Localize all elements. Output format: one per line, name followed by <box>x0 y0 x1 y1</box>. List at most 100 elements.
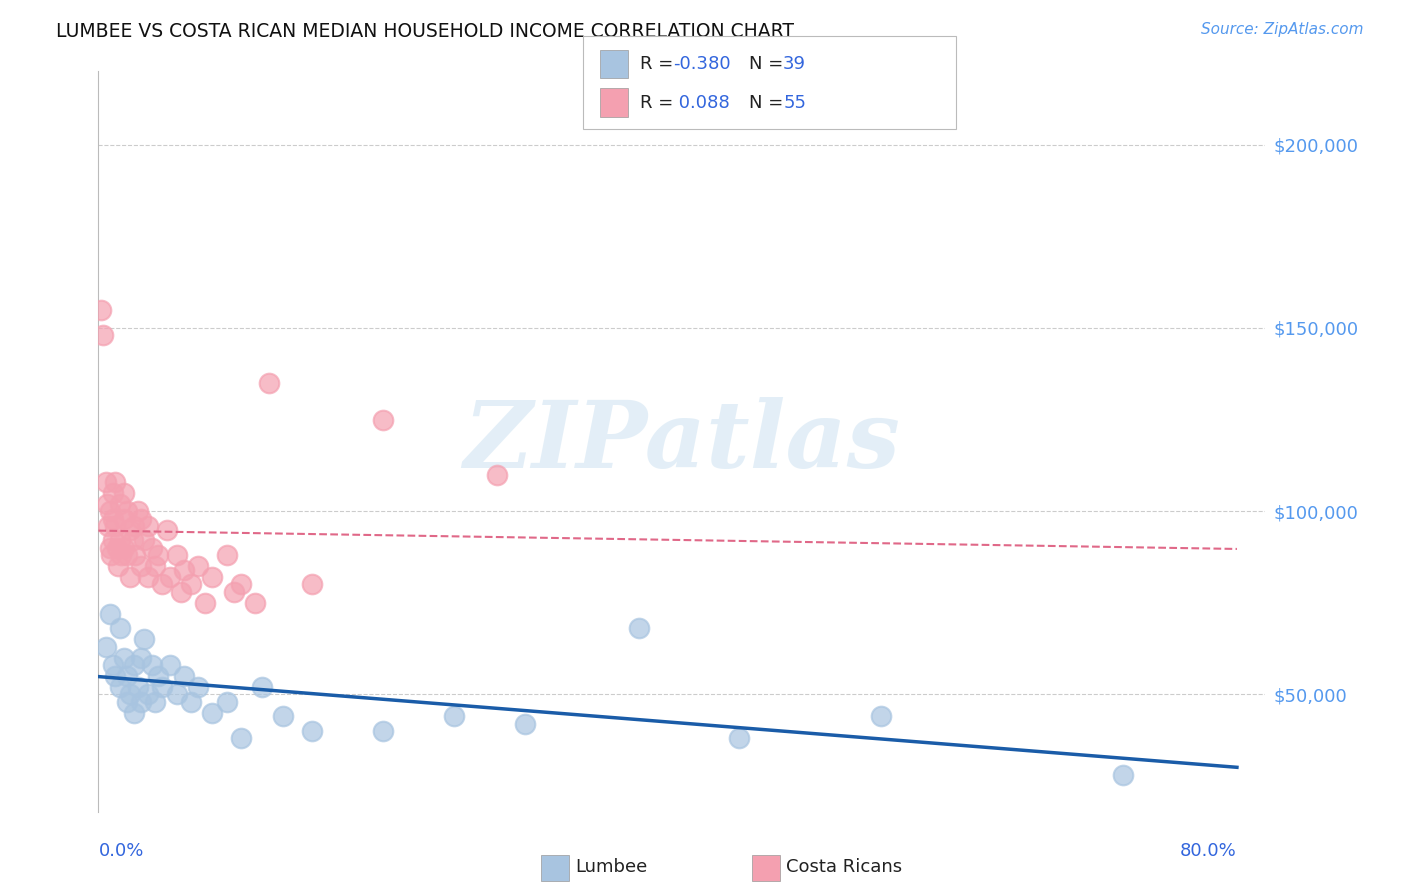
Point <box>1112 768 1135 782</box>
Point <box>127 504 149 518</box>
Point <box>132 533 155 548</box>
Point <box>108 533 131 548</box>
Point <box>132 632 155 647</box>
Text: 55: 55 <box>783 94 806 112</box>
Point <box>148 548 170 562</box>
Point <box>201 570 224 584</box>
Text: R =: R = <box>640 55 679 73</box>
Point <box>870 709 893 723</box>
Point <box>129 511 152 525</box>
Point <box>159 658 181 673</box>
Point <box>250 680 273 694</box>
Point <box>141 658 163 673</box>
Text: 0.088: 0.088 <box>673 94 730 112</box>
Point <box>156 523 179 537</box>
Point <box>112 541 135 555</box>
Text: 0.0%: 0.0% <box>98 842 143 860</box>
Point <box>107 559 129 574</box>
Point <box>122 658 145 673</box>
Point <box>143 695 166 709</box>
Point <box>122 706 145 720</box>
Text: ZIPatlas: ZIPatlas <box>464 397 900 486</box>
Point <box>118 523 141 537</box>
Text: N =: N = <box>749 94 789 112</box>
Point <box>101 486 124 500</box>
Point <box>273 709 295 723</box>
Point <box>98 541 121 555</box>
Point <box>101 533 124 548</box>
Text: 39: 39 <box>783 55 806 73</box>
Point <box>104 475 127 489</box>
Point <box>97 519 120 533</box>
Point <box>124 548 146 562</box>
Text: Lumbee: Lumbee <box>575 858 647 876</box>
Point <box>94 640 117 654</box>
Point <box>166 548 188 562</box>
Point <box>101 658 124 673</box>
Point <box>127 680 149 694</box>
Point <box>170 584 193 599</box>
Point <box>90 302 112 317</box>
Text: R =: R = <box>640 94 679 112</box>
Point <box>112 511 135 525</box>
Point <box>118 688 141 702</box>
Text: -0.380: -0.380 <box>673 55 731 73</box>
Point <box>115 548 138 562</box>
Point <box>98 504 121 518</box>
Point <box>243 596 266 610</box>
Point <box>301 577 323 591</box>
Point <box>180 695 202 709</box>
Point <box>121 533 143 548</box>
Point <box>485 467 508 482</box>
Point <box>301 724 323 739</box>
Point <box>152 680 174 694</box>
Point <box>257 376 280 390</box>
Point <box>101 511 124 525</box>
Point <box>115 695 138 709</box>
Point <box>371 724 394 739</box>
Point <box>215 695 238 709</box>
Point <box>122 519 145 533</box>
Point <box>371 412 394 426</box>
Point <box>628 622 651 636</box>
Point <box>194 596 217 610</box>
Point <box>201 706 224 720</box>
Text: N =: N = <box>749 55 789 73</box>
Point <box>104 669 127 683</box>
Text: LUMBEE VS COSTA RICAN MEDIAN HOUSEHOLD INCOME CORRELATION CHART: LUMBEE VS COSTA RICAN MEDIAN HOUSEHOLD I… <box>56 22 794 41</box>
Point <box>110 548 132 562</box>
Point <box>108 680 131 694</box>
Point <box>108 497 131 511</box>
Point <box>91 328 114 343</box>
Point <box>187 680 209 694</box>
Text: Source: ZipAtlas.com: Source: ZipAtlas.com <box>1201 22 1364 37</box>
Point <box>515 716 537 731</box>
Point <box>166 688 188 702</box>
Point <box>96 497 118 511</box>
Point <box>100 548 122 562</box>
Point <box>173 669 195 683</box>
Text: 80.0%: 80.0% <box>1180 842 1237 860</box>
Point <box>112 486 135 500</box>
Point <box>229 731 252 746</box>
Point <box>215 548 238 562</box>
Point <box>143 559 166 574</box>
Point <box>104 519 127 533</box>
Point <box>115 504 138 518</box>
Point <box>118 570 141 584</box>
Point <box>187 559 209 574</box>
Point <box>229 577 252 591</box>
Point <box>98 607 121 621</box>
Point <box>115 669 138 683</box>
Point <box>727 731 749 746</box>
Text: Costa Ricans: Costa Ricans <box>786 858 903 876</box>
Point <box>105 541 128 555</box>
Point <box>129 559 152 574</box>
Point <box>136 570 159 584</box>
Point <box>141 541 163 555</box>
Point <box>173 563 195 577</box>
Point <box>443 709 465 723</box>
Point <box>129 695 152 709</box>
Point <box>148 669 170 683</box>
Point <box>108 622 131 636</box>
